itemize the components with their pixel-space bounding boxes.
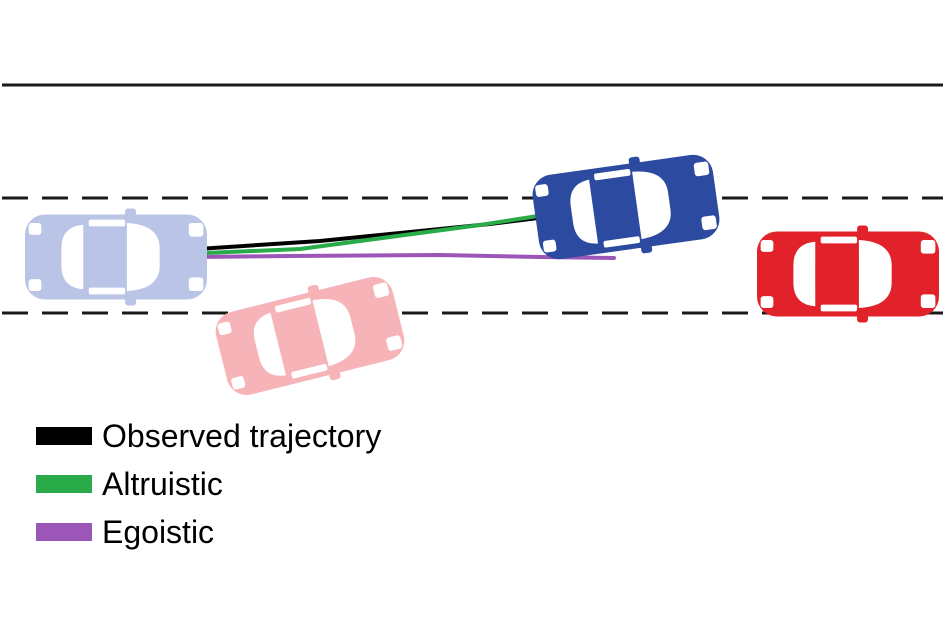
legend-row: Altruistic <box>36 464 381 504</box>
legend-swatch <box>36 475 92 493</box>
legend-label: Altruistic <box>102 464 223 504</box>
car-red-ghost <box>210 267 410 405</box>
legend-swatch <box>36 523 92 541</box>
car-blue <box>529 146 723 267</box>
legend: Observed trajectory Altruistic Egoistic <box>36 416 381 560</box>
legend-swatch <box>36 427 92 445</box>
car-blue-ghost <box>25 209 207 306</box>
legend-row: Observed trajectory <box>36 416 381 456</box>
legend-label: Egoistic <box>102 512 214 552</box>
car-red <box>757 226 939 323</box>
legend-label: Observed trajectory <box>102 416 381 456</box>
legend-row: Egoistic <box>36 512 381 552</box>
